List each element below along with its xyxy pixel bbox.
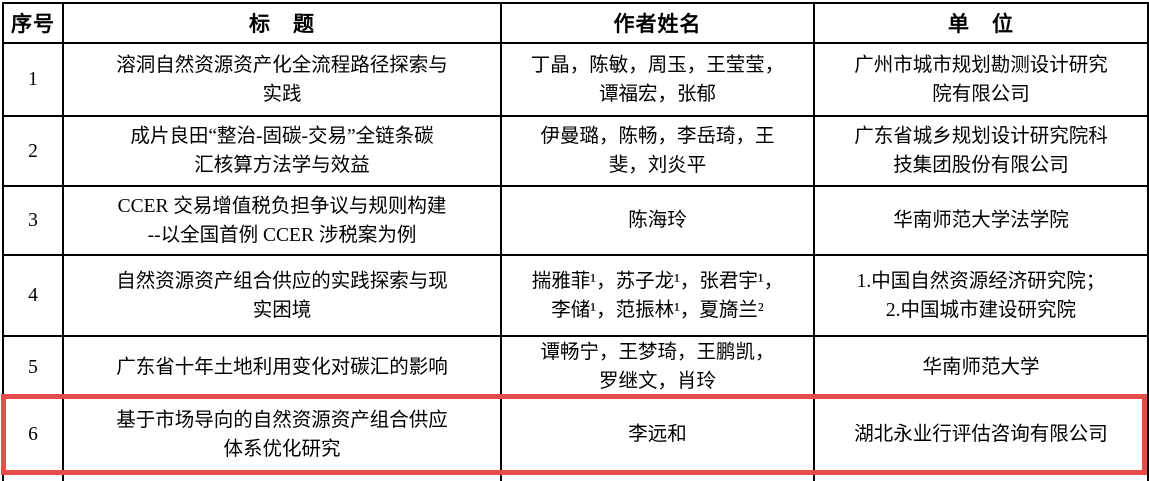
header-序号: 序号 (2, 2, 64, 44)
header-标题: 标 题 (62, 2, 502, 44)
authors-cell: 李远和 (500, 397, 815, 472)
row-number-cell: 1 (2, 42, 64, 117)
unit-cell: 广东省城乡规划设计研究院科 技集团股份有限公司 (813, 115, 1149, 187)
unit-cell: 湖北永业行评估咨询有限公司 (813, 397, 1149, 472)
unit-cell: 广州市城市规划勘测设计研究 院有限公司 (813, 42, 1149, 117)
title-cell (62, 470, 502, 481)
table-header-row: 序号 标 题 作者姓名 单 位 (2, 2, 1149, 44)
table-row: 3 CCER 交易增值税负担争议与规则构建 --以全国首例 CCER 涉税案为例… (2, 185, 1149, 256)
title-cell: 成片良田“整治-固碳-交易”全链条碳 汇核算方法学与效益 (62, 115, 502, 187)
row-number-cell: 4 (2, 254, 64, 337)
header-单位: 单 位 (813, 2, 1149, 44)
row-number-cell: 6 (2, 397, 64, 472)
title-cell: 溶洞自然资源资产化全流程路径探索与 实践 (62, 42, 502, 117)
header-作者姓名: 作者姓名 (500, 2, 815, 44)
title-cell: CCER 交易增值税负担争议与规则构建 --以全国首例 CCER 涉税案为例 (62, 185, 502, 256)
title-cell: 自然资源资产组合供应的实践探索与现 实困境 (62, 254, 502, 337)
row-number-cell: 5 (2, 335, 64, 399)
authors-cell: 伊曼璐，陈畅，李岳琦，王 斐，刘炎平 (500, 115, 815, 187)
unit-cell (813, 470, 1149, 481)
unit-cell: 华南师范大学 (813, 335, 1149, 399)
table-row-partial (2, 470, 1149, 481)
table-row: 1 溶洞自然资源资产化全流程路径探索与 实践 丁晶，陈敏，周玉，王莹莹， 谭福宏… (2, 42, 1149, 117)
authors-cell: 谭畅宁，王梦琦，王鹏凯， 罗继文，肖玲 (500, 335, 815, 399)
unit-cell: 1.中国自然资源经济研究院； 2.中国城市建设研究院 (813, 254, 1149, 337)
table-row: 2 成片良田“整治-固碳-交易”全链条碳 汇核算方法学与效益 伊曼璐，陈畅，李岳… (2, 115, 1149, 187)
table-row: 4 自然资源资产组合供应的实践探索与现 实困境 揣雅菲¹，苏子龙¹，张君宇¹， … (2, 254, 1149, 337)
row-number-cell: 2 (2, 115, 64, 187)
unit-cell: 华南师范大学法学院 (813, 185, 1149, 256)
table-row-highlighted: 6 基于市场导向的自然资源资产组合供应 体系优化研究 李远和 湖北永业行评估咨询… (2, 397, 1149, 472)
authors-cell: 丁晶，陈敏，周玉，王莹莹， 谭福宏，张郁 (500, 42, 815, 117)
table-row: 5 广东省十年土地利用变化对碳汇的影响 谭畅宁，王梦琦，王鹏凯， 罗继文，肖玲 … (2, 335, 1149, 399)
title-cell: 广东省十年土地利用变化对碳汇的影响 (62, 335, 502, 399)
row-number-cell (2, 470, 64, 481)
authors-cell: 陈海玲 (500, 185, 815, 256)
title-cell: 基于市场导向的自然资源资产组合供应 体系优化研究 (62, 397, 502, 472)
authors-cell (500, 470, 815, 481)
row-number-cell: 3 (2, 185, 64, 256)
authors-cell: 揣雅菲¹，苏子龙¹，张君宇¹， 李储¹，范振林¹，夏旖兰² (500, 254, 815, 337)
